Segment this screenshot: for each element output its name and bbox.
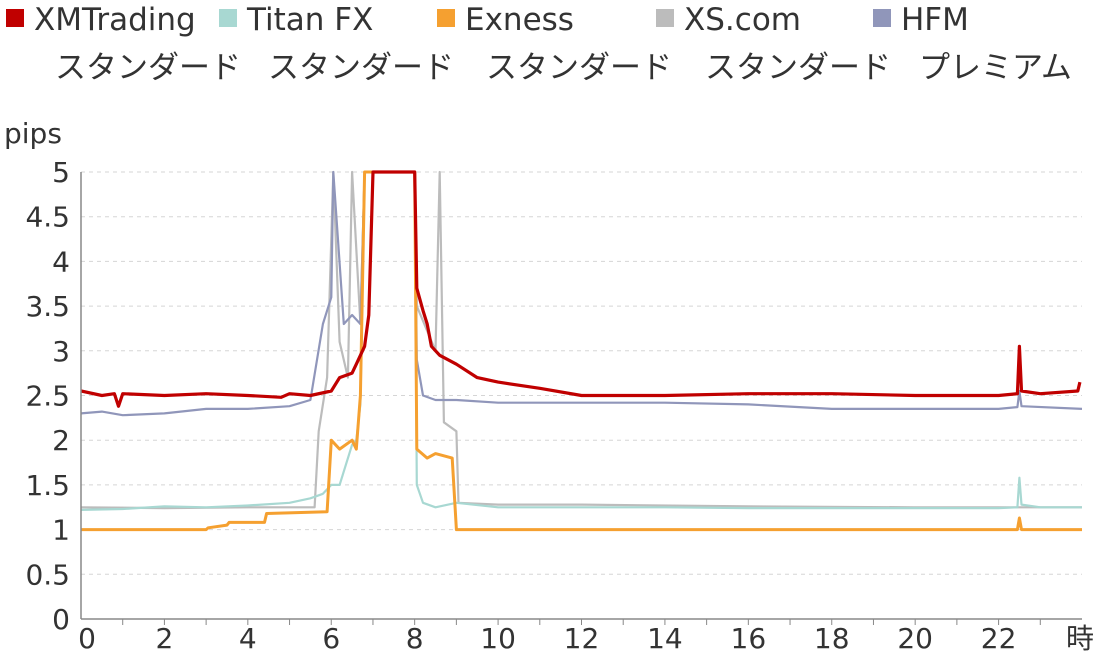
legend-item-2: Exness スタンダード [437, 2, 672, 86]
series-line-4 [81, 170, 1082, 417]
y-tick-label-8: 4 [52, 245, 70, 278]
y-tick-label-0: 0 [52, 603, 70, 636]
x-tick-label-8: 16 [731, 622, 767, 655]
y-tick-label-1: 0.5 [25, 558, 70, 591]
y-tick-label-4: 2 [52, 424, 70, 457]
x-tick-label-2: 4 [239, 622, 257, 655]
x-tick-label-0: 0 [78, 622, 96, 655]
gridlines [81, 171, 1082, 575]
x-tick-label-11: 22 [981, 622, 1017, 655]
series-line-0 [81, 170, 1082, 408]
legend-swatch-0 [6, 9, 24, 27]
legend-item-0: XMTrading スタンダード [6, 2, 241, 86]
x-tick-label-9: 18 [814, 622, 850, 655]
legend-swatch-4 [873, 9, 891, 27]
y-tick-label-6: 3 [52, 335, 70, 368]
legend-swatch-2 [437, 9, 455, 27]
legend-item-3: XS.com スタンダード [656, 2, 891, 86]
tick-labels: 00.511.522.533.544.550 2 4 6 8 10 12 14 16 18 20 22 [25, 156, 1041, 655]
y-tick-label-7: 3.5 [25, 290, 70, 323]
y-axis-label: pips [4, 117, 62, 150]
x-tick-label-4: 8 [406, 622, 424, 655]
series-line-2 [81, 170, 1082, 532]
x-tick-label-3: 6 [322, 622, 340, 655]
legend-name-3: XS.com [684, 2, 801, 38]
legend-subname-1: スタンダード [268, 50, 454, 86]
x-tick-label-10: 20 [897, 622, 933, 655]
legend-swatch-1 [219, 9, 237, 27]
legend-swatch-3 [656, 9, 674, 27]
y-tick-label-3: 1.5 [25, 469, 70, 502]
legend-name-2: Exness [465, 2, 574, 38]
y-tick-label-2: 1 [52, 514, 70, 547]
legend-subname-0: スタンダード [55, 50, 241, 86]
series-line-3 [81, 170, 1082, 510]
x-tick-label-1: 2 [156, 622, 174, 655]
legend-name-0: XMTrading [34, 2, 196, 38]
x-tick-label-6: 12 [564, 622, 600, 655]
legend-name-4: HFM [901, 2, 969, 38]
y-tick-label-9: 4.5 [25, 201, 70, 234]
legend-subname-2: スタンダード [486, 50, 672, 86]
legend-item-1: Titan FX スタンダード [219, 2, 454, 86]
series-layer [81, 170, 1082, 532]
y-tick-label-10: 5 [52, 156, 70, 189]
x-axis-label: 時 [1066, 622, 1094, 655]
series-line-1 [81, 170, 1082, 511]
legend-name-1: Titan FX [246, 2, 373, 38]
legend-subname-3: スタンダード [705, 50, 891, 86]
x-tick-label-5: 10 [480, 622, 516, 655]
y-tick-label-5: 2.5 [25, 380, 70, 413]
x-tick-label-7: 14 [647, 622, 683, 655]
legend-item-4: HFM プレミアム [873, 2, 1072, 86]
legend-subname-4: プレミアム [919, 50, 1072, 86]
